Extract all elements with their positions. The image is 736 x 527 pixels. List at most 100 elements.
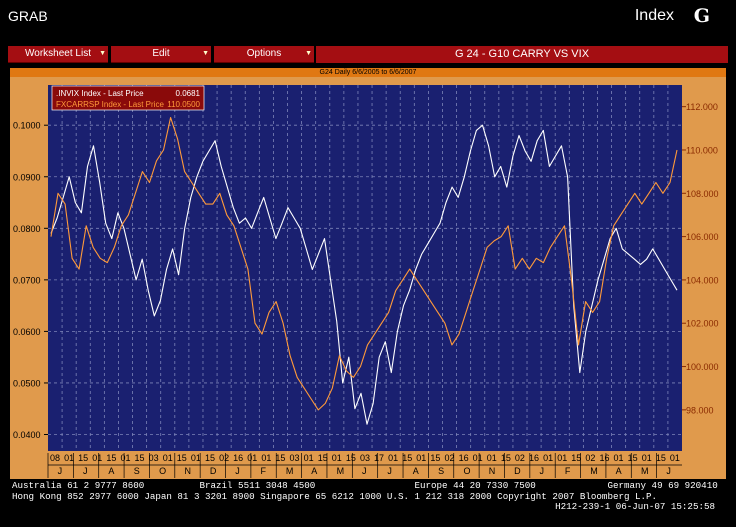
x-day-label: 01 bbox=[163, 453, 173, 463]
x-month-label: F bbox=[565, 466, 571, 476]
x-day-label: 01 bbox=[191, 453, 201, 463]
x-day-label: 01 bbox=[388, 453, 398, 463]
footer-line-1: Australia 61 2 9777 8600 Brazil 5511 304… bbox=[12, 480, 718, 491]
x-day-label: 01 bbox=[416, 453, 426, 463]
x-day-label: 15 bbox=[430, 453, 440, 463]
x-day-label: 15 bbox=[628, 453, 638, 463]
x-month-label: D bbox=[210, 466, 217, 476]
right-axis-label: 98.000 bbox=[686, 405, 714, 415]
x-day-label: 01 bbox=[92, 453, 102, 463]
dropdown-arrow-icon: ▼ bbox=[202, 50, 209, 57]
x-day-label: 15 bbox=[78, 453, 88, 463]
legend-series-name: .INVIX Index - Last Price bbox=[56, 89, 144, 98]
x-day-label: 17 bbox=[374, 453, 384, 463]
left-axis-label: 0.1000 bbox=[13, 121, 41, 131]
x-day-label: 15 bbox=[346, 453, 356, 463]
left-axis-label: 0.0700 bbox=[13, 275, 41, 285]
x-month-label: A bbox=[413, 466, 419, 476]
x-day-label: 02 bbox=[219, 453, 229, 463]
x-day-label: 01 bbox=[247, 453, 257, 463]
legend-series-name: FXCARRSP Index - Last Price bbox=[56, 100, 164, 109]
x-month-label: M bbox=[641, 466, 649, 476]
left-axis-label: 0.0600 bbox=[13, 327, 41, 337]
right-axis-label: 110.000 bbox=[686, 145, 718, 155]
x-day-label: 01 bbox=[304, 453, 314, 463]
x-day-label: 15 bbox=[205, 453, 215, 463]
legend-box bbox=[51, 85, 205, 111]
dropdown-arrow-icon: ▼ bbox=[99, 50, 106, 57]
x-day-label: 01 bbox=[557, 453, 567, 463]
x-month-label: J bbox=[235, 466, 240, 476]
right-axis-label: 106.000 bbox=[686, 232, 719, 242]
grab-label: GRAB bbox=[8, 8, 48, 24]
x-month-label: M bbox=[337, 466, 345, 476]
vix-series-line bbox=[50, 124, 678, 425]
plot-area bbox=[48, 85, 682, 451]
date-range-bar: G24 Daily 6/6/2005 to 6/6/2007 bbox=[10, 68, 726, 77]
x-month-label: D bbox=[514, 466, 521, 476]
x-month-label: A bbox=[616, 466, 622, 476]
right-axis-label: 100.000 bbox=[686, 362, 719, 372]
x-day-label: 16 bbox=[233, 453, 243, 463]
x-month-label: S bbox=[438, 466, 444, 476]
x-day-label: 01 bbox=[642, 453, 652, 463]
right-axis-label: 108.000 bbox=[686, 189, 719, 199]
x-month-label: J bbox=[58, 466, 63, 476]
x-day-label: 15 bbox=[177, 453, 187, 463]
x-day-label: 15 bbox=[275, 453, 285, 463]
x-day-label: 15 bbox=[106, 453, 116, 463]
x-day-label: 01 bbox=[332, 453, 342, 463]
x-day-label: 15 bbox=[571, 453, 581, 463]
x-day-label: 15 bbox=[402, 453, 412, 463]
top-bar: GRAB Index G bbox=[0, 0, 736, 40]
x-day-label: 15 bbox=[318, 453, 328, 463]
x-day-label: 01 bbox=[261, 453, 271, 463]
menu-bar: Worksheet List ▼ Edit ▼ Options ▼ G 24 -… bbox=[8, 46, 728, 64]
x-month-label: J bbox=[666, 466, 671, 476]
x-month-label: A bbox=[108, 466, 114, 476]
footer: Australia 61 2 9777 8600 Brazil 5511 304… bbox=[12, 480, 718, 513]
edit-button[interactable]: Edit ▼ bbox=[111, 46, 211, 63]
edit-label: Edit bbox=[152, 48, 170, 59]
x-day-label: 15 bbox=[501, 453, 511, 463]
footer-line-3: H212-239-1 06-Jun-07 15:25:58 bbox=[555, 501, 715, 513]
x-day-label: 01 bbox=[614, 453, 624, 463]
x-day-label: 01 bbox=[473, 453, 483, 463]
x-day-label: 01 bbox=[487, 453, 497, 463]
footer-line-2: Hong Kong 852 2977 6000 Japan 81 3 3201 … bbox=[12, 490, 658, 502]
x-month-label: J bbox=[362, 466, 367, 476]
left-axis-label: 0.0800 bbox=[13, 224, 41, 234]
x-day-label: 03 bbox=[149, 453, 159, 463]
worksheet-list-label: Worksheet List bbox=[25, 48, 91, 59]
index-label: Index bbox=[634, 7, 674, 24]
x-day-label: 01 bbox=[543, 453, 553, 463]
options-button[interactable]: Options ▼ bbox=[214, 46, 314, 63]
x-day-label: 15 bbox=[656, 453, 666, 463]
x-month-label: F bbox=[261, 466, 267, 476]
legend-series-value: 110.0500 bbox=[167, 100, 200, 109]
x-day-label: 01 bbox=[120, 453, 130, 463]
right-axis-label: 104.000 bbox=[686, 275, 719, 285]
left-axis-label: 0.0900 bbox=[13, 172, 41, 182]
x-month-label: J bbox=[540, 466, 545, 476]
chart-title: G 24 - G10 CARRY VS VIX bbox=[316, 46, 728, 63]
x-month-label: M bbox=[286, 466, 294, 476]
x-month-label: O bbox=[159, 466, 166, 476]
worksheet-list-button[interactable]: Worksheet List ▼ bbox=[8, 46, 108, 63]
x-day-label: 15 bbox=[135, 453, 145, 463]
x-day-label: 16 bbox=[599, 453, 609, 463]
x-day-label: 02 bbox=[585, 453, 595, 463]
x-month-label: O bbox=[463, 466, 470, 476]
x-month-label: J bbox=[387, 466, 392, 476]
x-day-label: 16 bbox=[459, 453, 469, 463]
x-month-label: N bbox=[184, 466, 191, 476]
x-month-label: M bbox=[590, 466, 598, 476]
right-axis-label: 102.000 bbox=[686, 319, 719, 329]
x-day-label: 01 bbox=[670, 453, 680, 463]
carry-series-line bbox=[50, 116, 678, 411]
x-day-label: 16 bbox=[529, 453, 539, 463]
left-axis-label: 0.0500 bbox=[13, 378, 41, 388]
x-day-label: 02 bbox=[444, 453, 454, 463]
right-axis-label: 112.000 bbox=[686, 102, 718, 112]
